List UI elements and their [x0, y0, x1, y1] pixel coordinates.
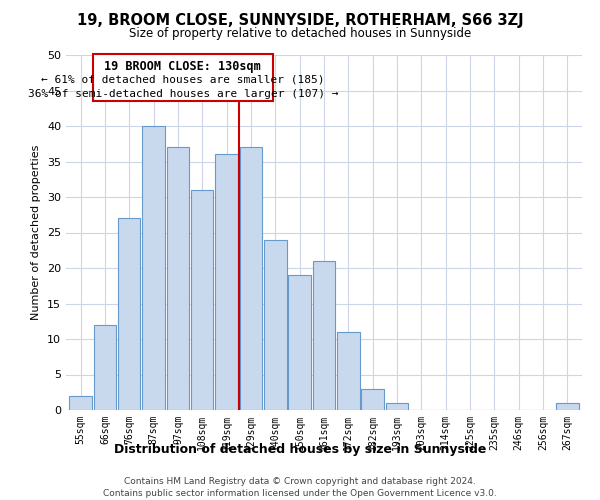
- Text: ← 61% of detached houses are smaller (185): ← 61% of detached houses are smaller (18…: [41, 75, 325, 85]
- Bar: [361, 388, 384, 410]
- Bar: [118, 218, 140, 410]
- Text: Contains HM Land Registry data © Crown copyright and database right 2024.: Contains HM Land Registry data © Crown c…: [124, 478, 476, 486]
- FancyBboxPatch shape: [93, 54, 273, 101]
- Text: Size of property relative to detached houses in Sunnyside: Size of property relative to detached ho…: [129, 28, 471, 40]
- Bar: [289, 275, 311, 410]
- Text: Distribution of detached houses by size in Sunnyside: Distribution of detached houses by size …: [114, 442, 486, 456]
- Text: 19 BROOM CLOSE: 130sqm: 19 BROOM CLOSE: 130sqm: [104, 60, 261, 73]
- Bar: [142, 126, 165, 410]
- Bar: [556, 403, 578, 410]
- Bar: [167, 148, 189, 410]
- Bar: [313, 261, 335, 410]
- Bar: [215, 154, 238, 410]
- Bar: [94, 325, 116, 410]
- Text: 19, BROOM CLOSE, SUNNYSIDE, ROTHERHAM, S66 3ZJ: 19, BROOM CLOSE, SUNNYSIDE, ROTHERHAM, S…: [77, 12, 523, 28]
- Bar: [191, 190, 214, 410]
- Text: 36% of semi-detached houses are larger (107) →: 36% of semi-detached houses are larger (…: [28, 89, 338, 99]
- Bar: [240, 148, 262, 410]
- Bar: [70, 396, 92, 410]
- Bar: [337, 332, 359, 410]
- Bar: [264, 240, 287, 410]
- Bar: [386, 403, 408, 410]
- Y-axis label: Number of detached properties: Number of detached properties: [31, 145, 41, 320]
- Text: Contains public sector information licensed under the Open Government Licence v3: Contains public sector information licen…: [103, 489, 497, 498]
